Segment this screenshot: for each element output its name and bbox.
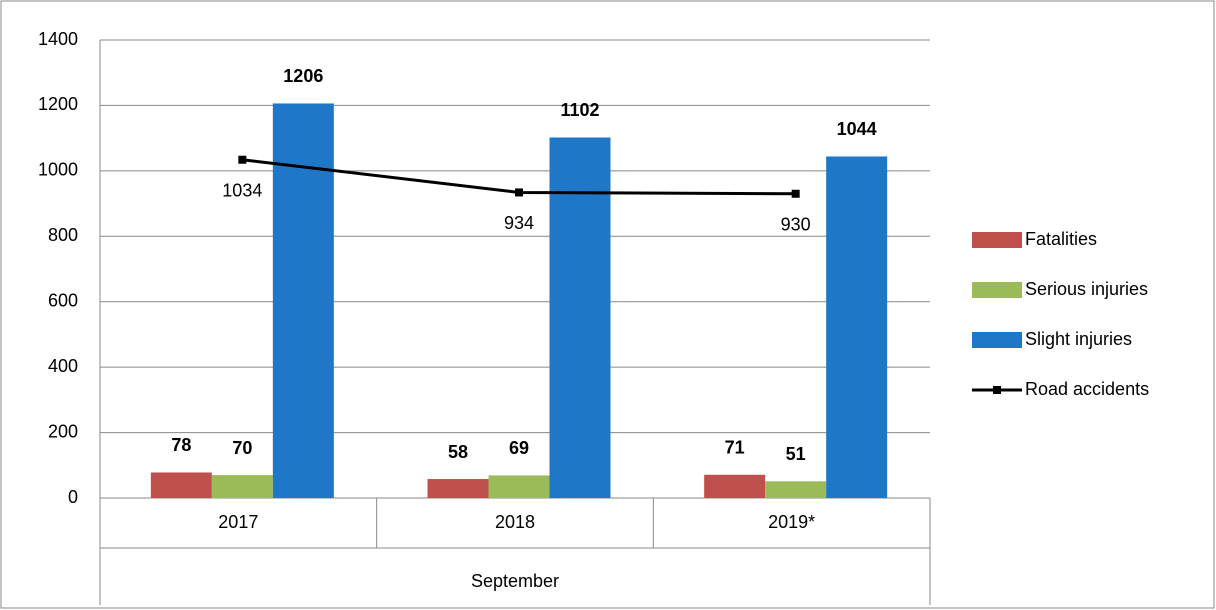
bar	[826, 156, 888, 498]
data-label: 70	[232, 438, 252, 458]
data-label: 71	[725, 438, 745, 458]
y-tick-label: 200	[48, 421, 78, 441]
data-label: 934	[504, 213, 534, 233]
bar	[150, 472, 212, 498]
legend-swatch	[972, 282, 1022, 298]
bar	[765, 481, 827, 498]
x-tick-label: 2019*	[768, 512, 815, 532]
bar	[427, 479, 489, 498]
line-marker	[791, 189, 800, 198]
x-axis-label: September	[471, 571, 559, 591]
bar	[704, 474, 766, 498]
x-tick-label: 2017	[218, 512, 258, 532]
data-label: 1044	[837, 119, 877, 139]
x-tick-label: 2018	[495, 512, 535, 532]
y-tick-label: 1000	[38, 160, 78, 180]
y-tick-label: 0	[68, 487, 78, 507]
y-tick-label: 1400	[38, 29, 78, 49]
bar	[549, 137, 611, 498]
y-tick-label: 600	[48, 290, 78, 310]
data-label: 58	[448, 442, 468, 462]
data-label: 930	[781, 215, 811, 235]
y-tick-label: 800	[48, 225, 78, 245]
data-label: 78	[171, 435, 191, 455]
y-tick-label: 1200	[38, 94, 78, 114]
legend-label: Serious injuries	[1025, 279, 1148, 299]
legend-label: Road accidents	[1025, 379, 1149, 399]
legend-swatch	[972, 232, 1022, 248]
bar	[488, 475, 550, 498]
line-marker	[238, 155, 247, 164]
legend-swatch	[993, 386, 1001, 394]
y-tick-label: 400	[48, 356, 78, 376]
data-label: 1034	[222, 180, 262, 200]
data-label: 1102	[560, 100, 599, 120]
data-label: 69	[509, 438, 529, 458]
legend-swatch	[972, 332, 1022, 348]
legend-label: Fatalities	[1025, 229, 1097, 249]
line-marker	[515, 188, 523, 197]
data-label: 51	[786, 444, 806, 464]
bar	[272, 103, 334, 499]
legend-label: Slight injuries	[1025, 329, 1132, 349]
bar	[211, 475, 273, 498]
data-label: 1206	[283, 66, 323, 86]
